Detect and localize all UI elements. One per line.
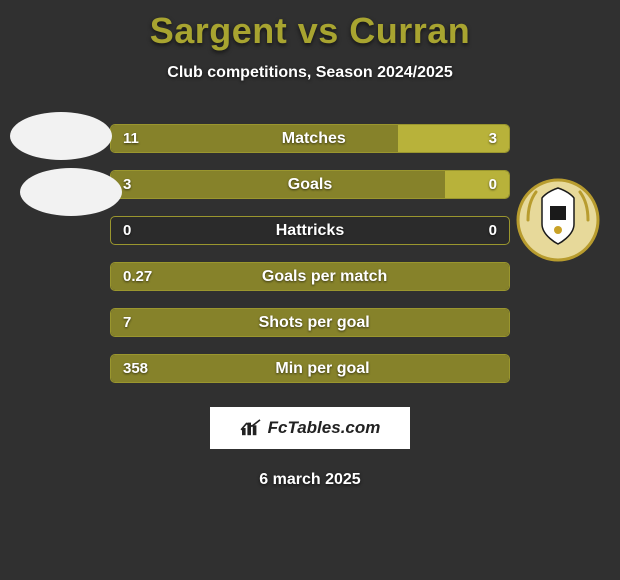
stat-left-value: 0.27 [123,268,152,285]
footer-date: 6 march 2025 [259,471,360,489]
stat-name: Min per goal [148,360,497,378]
page-title: Sargent vs Curran [150,10,471,52]
stat-name: Shots per goal [131,314,497,332]
stat-name: Goals per match [152,268,497,286]
stat-row-hattricks: 0 Hattricks 0 [110,216,510,245]
player-left-avatar [10,112,112,160]
stat-left-value: 0 [123,222,131,239]
stat-row-goals: 3 Goals 0 [110,170,510,199]
stat-left-value: 7 [123,314,131,331]
logo-box: FcTables.com [210,407,410,449]
stat-right-value: 3 [489,130,497,147]
logo-text: FcTables.com [268,418,381,438]
stat-row-min-per-goal: 358 Min per goal [110,354,510,383]
stat-name: Hattricks [131,222,488,240]
stat-label: 0 Hattricks 0 [111,217,509,244]
stat-left-value: 11 [123,130,139,147]
stat-label: 11 Matches 3 [111,125,509,152]
stat-right-value: 0 [489,176,497,193]
content-container: Sargent vs Curran Club competitions, Sea… [0,0,620,580]
stat-right-value: 0 [489,222,497,239]
stat-label: 0.27 Goals per match [111,263,509,290]
page-subtitle: Club competitions, Season 2024/2025 [167,64,452,82]
stat-left-value: 3 [123,176,131,193]
stat-label: 7 Shots per goal [111,309,509,336]
stat-row-matches: 11 Matches 3 [110,124,510,153]
stat-left-value: 358 [123,360,148,377]
stat-row-shots-per-goal: 7 Shots per goal [110,308,510,337]
stats-bars: 11 Matches 3 3 Goals 0 0 Hattricks 0 [110,124,510,383]
stat-name: Matches [139,130,489,148]
stat-label: 358 Min per goal [111,355,509,382]
crest-icon [516,178,600,262]
stat-name: Goals [131,176,488,194]
player-right-crest [516,178,600,262]
chart-bars-icon [240,419,262,437]
stat-label: 3 Goals 0 [111,171,509,198]
stat-row-goals-per-match: 0.27 Goals per match [110,262,510,291]
player-left-avatar-2 [20,168,122,216]
